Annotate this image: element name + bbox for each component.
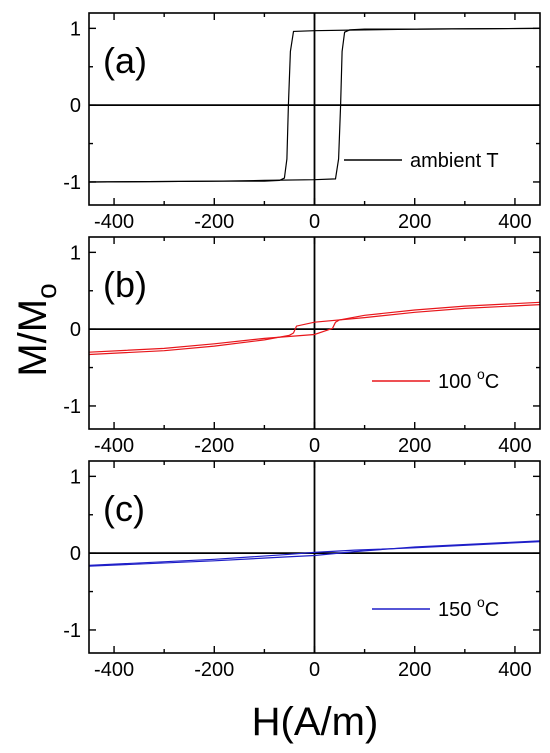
x-tick-label: -200 xyxy=(194,659,234,681)
series-line-upper xyxy=(89,304,540,356)
x-tick-label: 0 xyxy=(309,659,320,681)
y-tick-label: -1 xyxy=(63,620,81,642)
x-tick-label: 400 xyxy=(498,435,531,457)
panel-label: (b) xyxy=(103,264,147,305)
x-tick-label: 0 xyxy=(309,211,320,233)
y-tick-label: 1 xyxy=(70,466,81,488)
y-axis-title-main: M/M xyxy=(11,299,55,377)
panel-label: (c) xyxy=(103,488,145,529)
panel-2: -400 -200 0 200 400 -1 0 1 (b) 100 oC xyxy=(63,236,541,457)
x-tick-label: -400 xyxy=(94,211,134,233)
series-line-lower xyxy=(89,27,540,183)
x-axis-title: H(A/m) xyxy=(252,700,379,744)
x-tick-label: -400 xyxy=(94,435,134,457)
x-tick-label: 200 xyxy=(398,659,431,681)
x-tick-label: 200 xyxy=(398,435,431,457)
panel-1: -400 -200 0 200 400 -1 0 1 (a) ambient T xyxy=(63,12,541,233)
y-tick-label: 0 xyxy=(70,95,81,117)
x-tick-label: 200 xyxy=(398,211,431,233)
y-axis-title-text: M/Mo xyxy=(11,283,62,376)
panel-label: (a) xyxy=(103,40,147,81)
x-tick-label: -200 xyxy=(194,211,234,233)
x-tick-label: 400 xyxy=(498,659,531,681)
series-line-upper xyxy=(89,541,540,566)
legend-label: 150 oC xyxy=(438,594,499,621)
legend-label-unit: C xyxy=(485,599,499,621)
panels: -400 -200 0 200 400 -1 0 1 (a) ambient T -400 -200 0… xyxy=(63,12,541,681)
legend-label: 100 oC xyxy=(438,366,499,393)
y-axis-title-subscript: o xyxy=(31,283,62,299)
legend-label-degree: o xyxy=(477,366,485,382)
y-tick-label: -1 xyxy=(63,172,81,194)
y-tick-label: 1 xyxy=(70,242,81,264)
x-tick-label: -400 xyxy=(94,659,134,681)
legend: 100 oC xyxy=(372,366,499,393)
y-tick-label: -1 xyxy=(63,396,81,418)
x-tick-label: -200 xyxy=(194,435,234,457)
legend-label: ambient T xyxy=(410,150,499,172)
y-axis-title: M/Mo xyxy=(11,283,62,376)
y-tick-label: 0 xyxy=(70,319,81,341)
legend-label-degree: o xyxy=(477,594,485,610)
y-tick-label: 1 xyxy=(70,18,81,40)
series-line-lower xyxy=(89,301,540,353)
legend: 150 oC xyxy=(372,594,499,621)
series-line-upper xyxy=(89,27,540,183)
legend-label-unit: C xyxy=(485,371,499,393)
legend: ambient T xyxy=(344,150,499,172)
legend-label-value: 150 xyxy=(438,599,477,621)
panel-3: -400 -200 0 200 400 -1 0 1 (c) 150 oC xyxy=(63,460,541,681)
series-line-lower xyxy=(89,540,540,567)
x-tick-label: 0 xyxy=(309,435,320,457)
y-tick-label: 0 xyxy=(70,543,81,565)
legend-label-value: 100 xyxy=(438,371,477,393)
x-tick-label: 400 xyxy=(498,211,531,233)
